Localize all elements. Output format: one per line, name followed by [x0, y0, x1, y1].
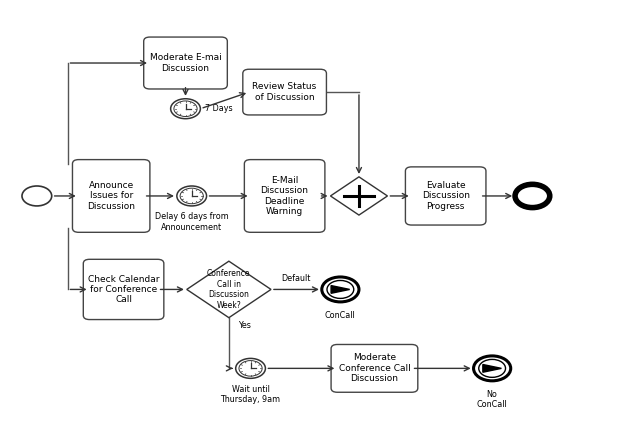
- Circle shape: [174, 101, 197, 117]
- Text: E-Mail
Discussion
Deadline
Warning: E-Mail Discussion Deadline Warning: [261, 176, 309, 216]
- Polygon shape: [331, 285, 349, 293]
- Circle shape: [236, 358, 266, 378]
- Text: No
ConCall: No ConCall: [477, 390, 508, 409]
- Text: Evaluate
Discussion
Progress: Evaluate Discussion Progress: [422, 181, 469, 211]
- FancyBboxPatch shape: [83, 259, 164, 320]
- Circle shape: [515, 184, 550, 208]
- FancyBboxPatch shape: [331, 344, 418, 392]
- Circle shape: [177, 186, 207, 206]
- Circle shape: [322, 277, 359, 302]
- Text: Delay 6 days from
Announcement: Delay 6 days from Announcement: [155, 212, 229, 232]
- Text: Check Calendar
for Conference
Call: Check Calendar for Conference Call: [88, 274, 159, 304]
- Text: ConCall: ConCall: [325, 311, 356, 320]
- FancyBboxPatch shape: [244, 160, 325, 232]
- Text: Moderate
Conference Call
Discussion: Moderate Conference Call Discussion: [339, 354, 411, 383]
- Text: 7 Days: 7 Days: [206, 104, 233, 113]
- Circle shape: [239, 361, 262, 376]
- Text: Announce
Issues for
Discussion: Announce Issues for Discussion: [87, 181, 135, 211]
- FancyBboxPatch shape: [144, 37, 228, 89]
- Text: Wait until
Thursday, 9am: Wait until Thursday, 9am: [221, 384, 281, 404]
- FancyBboxPatch shape: [406, 167, 486, 225]
- Circle shape: [474, 356, 511, 381]
- Polygon shape: [187, 261, 271, 318]
- FancyBboxPatch shape: [72, 160, 150, 232]
- Circle shape: [22, 186, 52, 206]
- Text: Moderate E-mai
Discussion: Moderate E-mai Discussion: [149, 53, 221, 73]
- Circle shape: [180, 188, 203, 204]
- Polygon shape: [483, 365, 501, 372]
- Text: Yes: Yes: [238, 321, 251, 330]
- Polygon shape: [331, 177, 388, 215]
- Circle shape: [327, 280, 354, 298]
- FancyBboxPatch shape: [242, 69, 326, 115]
- Text: Review Status
of Discussion: Review Status of Discussion: [253, 83, 317, 102]
- Text: Conference
Call in
Discussion
Week?: Conference Call in Discussion Week?: [207, 269, 251, 309]
- Circle shape: [479, 360, 506, 377]
- Circle shape: [171, 99, 201, 119]
- Text: Default: Default: [282, 274, 311, 283]
